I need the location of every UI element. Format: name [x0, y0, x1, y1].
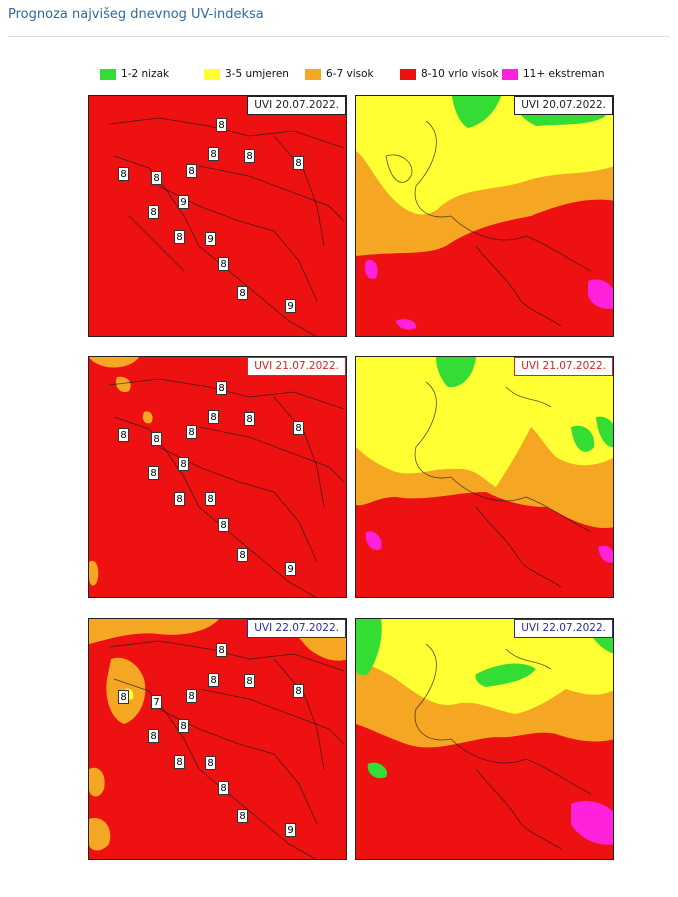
uvi-value: 8 — [216, 381, 227, 395]
legend-label-high: 6-7 visok — [326, 68, 374, 80]
uvi-value: 8 — [178, 719, 189, 733]
page-title: Prognoza najvišeg dnevnog UV-indeksa — [8, 7, 264, 22]
europe-map-day-3: UVI 22.07.2022. — [355, 618, 614, 860]
legend-swatch-low — [100, 68, 116, 80]
legend-item-extreme: 11+ ekstreman — [502, 68, 605, 80]
date-label-day-1-europe: UVI 20.07.2022. — [514, 96, 613, 115]
uvi-value: 8 — [174, 230, 185, 244]
europe-map-svg-day-2 — [356, 357, 613, 597]
uvi-value: 8 — [237, 286, 248, 300]
uvi-value: 8 — [208, 410, 219, 424]
legend-swatch-extreme — [502, 68, 518, 80]
europe-map-svg-day-1 — [356, 96, 613, 336]
uv-legend: 1-2 nizak 3-5 umjeren 6-7 visok 8-10 vrl… — [100, 68, 640, 88]
legend-item-low: 1-2 nizak — [100, 68, 169, 80]
date-label-day-3-europe: UVI 22.07.2022. — [514, 619, 613, 638]
title-divider — [8, 36, 670, 37]
legend-swatch-high — [305, 68, 321, 80]
legend-swatch-moderate — [204, 68, 220, 80]
uvi-value: 8 — [151, 432, 162, 446]
legend-item-very-high: 8-10 vrlo visok — [400, 68, 498, 80]
uvi-value: 8 — [205, 492, 216, 506]
croatia-map-day-1: UVI 20.07.2022. 8 8 8 8 8 8 8 9 8 8 9 8 … — [88, 95, 347, 337]
uvi-value: 8 — [208, 147, 219, 161]
uvi-value: 8 — [118, 428, 129, 442]
uvi-value: 8 — [218, 257, 229, 271]
uvi-value: 8 — [186, 689, 197, 703]
legend-swatch-very-high — [400, 68, 416, 80]
uvi-value: 8 — [293, 156, 304, 170]
uvi-value: 8 — [216, 118, 227, 132]
legend-label-low: 1-2 nizak — [121, 68, 170, 80]
uvi-value: 8 — [237, 548, 248, 562]
croatia-map-svg-day-3 — [89, 619, 346, 859]
uvi-value: 8 — [148, 729, 159, 743]
uvi-value: 8 — [186, 425, 197, 439]
uvi-value: 9 — [285, 299, 296, 313]
uvi-value: 8 — [244, 149, 255, 163]
legend-item-moderate: 3-5 umjeren — [204, 68, 289, 80]
uvi-value: 8 — [218, 781, 229, 795]
croatia-map-day-2: UVI 21.07.2022. 8 8 8 8 8 8 8 8 8 8 8 8 … — [88, 356, 347, 598]
uvi-value: 8 — [118, 167, 129, 181]
uvi-value: 9 — [285, 562, 296, 576]
legend-label-moderate: 3-5 umjeren — [225, 68, 289, 80]
date-label-day-2-europe: UVI 21.07.2022. — [514, 357, 613, 376]
uvi-value: 8 — [148, 205, 159, 219]
uvi-value: 8 — [244, 674, 255, 688]
uvi-value: 8 — [118, 690, 129, 704]
uvi-value: 9 — [178, 195, 189, 209]
europe-map-svg-day-3 — [356, 619, 613, 859]
croatia-map-day-3: UVI 22.07.2022. 8 8 8 8 8 7 8 8 8 8 8 8 … — [88, 618, 347, 860]
uvi-value: 8 — [293, 421, 304, 435]
uvi-value: 8 — [218, 518, 229, 532]
uvi-value: 8 — [148, 466, 159, 480]
uvi-value: 9 — [205, 232, 216, 246]
uvi-value: 8 — [216, 643, 227, 657]
croatia-map-svg-day-1 — [89, 96, 346, 336]
legend-item-high: 6-7 visok — [305, 68, 374, 80]
uvi-value: 8 — [174, 492, 185, 506]
legend-label-extreme: 11+ ekstreman — [523, 68, 605, 80]
uvi-value: 8 — [186, 164, 197, 178]
date-label-day-2: UVI 21.07.2022. — [247, 357, 346, 376]
uvi-value: 8 — [178, 457, 189, 471]
uvi-value: 8 — [293, 684, 304, 698]
uvi-value: 8 — [237, 809, 248, 823]
europe-map-day-2: UVI 21.07.2022. — [355, 356, 614, 598]
uvi-value: 8 — [151, 171, 162, 185]
uvi-value: 8 — [174, 755, 185, 769]
uvi-value: 8 — [205, 756, 216, 770]
uvi-value: 7 — [151, 695, 162, 709]
uvi-value: 8 — [244, 412, 255, 426]
legend-label-very-high: 8-10 vrlo visok — [421, 68, 499, 80]
uvi-value: 8 — [208, 673, 219, 687]
europe-map-day-1: UVI 20.07.2022. — [355, 95, 614, 337]
date-label-day-1: UVI 20.07.2022. — [247, 96, 346, 115]
date-label-day-3: UVI 22.07.2022. — [247, 619, 346, 638]
uvi-value: 9 — [285, 823, 296, 837]
